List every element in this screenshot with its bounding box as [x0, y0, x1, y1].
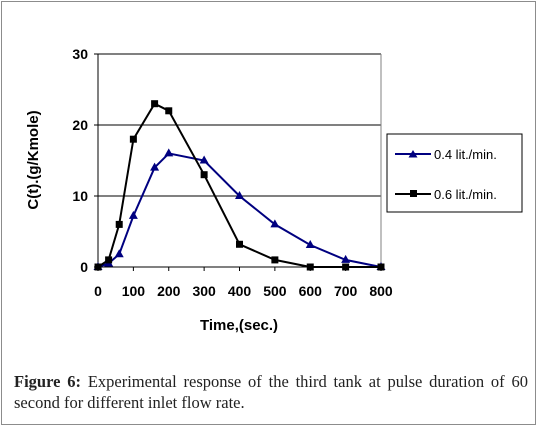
caption-text: Experimental response of the third tank …	[14, 372, 528, 412]
legend-label-0: 0.4 lit./min.	[434, 147, 497, 162]
x-tick-label: 500	[263, 283, 287, 299]
data-point-triangle	[199, 155, 209, 164]
data-point-triangle	[128, 210, 138, 219]
legend-marker-square	[410, 190, 417, 197]
legend-box	[386, 133, 523, 213]
data-point-triangle	[150, 162, 160, 171]
data-point-square	[342, 263, 350, 271]
data-point-triangle	[164, 148, 174, 157]
data-point-square	[115, 220, 123, 228]
series-1	[94, 100, 385, 271]
data-point-square	[306, 263, 314, 271]
caption-label: Figure 6:	[14, 372, 81, 391]
y-tick-label: 0	[80, 259, 88, 275]
x-tick-label: 100	[122, 283, 146, 299]
data-point-triangle	[114, 249, 124, 258]
y-tick-label: 30	[72, 46, 88, 62]
data-point-triangle	[341, 254, 351, 263]
data-point-square	[105, 256, 113, 264]
y-axis-title: C(t).(g/Kmole)	[25, 110, 42, 209]
legend: 0.4 lit./min. 0.6 lit./min.	[386, 133, 523, 213]
y-tick-label: 20	[72, 117, 88, 133]
plot-area	[98, 54, 381, 267]
series-line	[97, 102, 381, 268]
data-point-square	[94, 263, 102, 271]
data-point-square	[377, 263, 385, 271]
x-tick-label: 0	[94, 283, 102, 299]
data-point-square	[271, 256, 279, 264]
legend-label-1: 0.6 lit./min.	[434, 187, 497, 202]
legend-marker-triangle	[408, 150, 418, 158]
data-point-square	[165, 107, 173, 115]
x-axis-title: Time,(sec.)	[200, 317, 278, 334]
x-tick-label: 300	[192, 283, 216, 299]
x-tick-label: 800	[369, 283, 393, 299]
x-tick-label: 600	[299, 283, 323, 299]
data-point-square	[129, 135, 137, 143]
x-tick-label: 700	[334, 283, 358, 299]
x-tick-label: 200	[157, 283, 181, 299]
data-point-triangle	[270, 219, 280, 228]
data-point-square	[200, 171, 208, 179]
series-group	[93, 100, 386, 271]
data-point-square	[151, 100, 159, 108]
y-tick-label: 10	[72, 188, 88, 204]
data-point-square	[236, 240, 243, 248]
x-tick-label: 400	[228, 283, 252, 299]
data-point-triangle	[305, 239, 315, 248]
figure-caption: Figure 6: Experimental response of the t…	[14, 371, 528, 413]
data-point-triangle	[235, 191, 244, 199]
